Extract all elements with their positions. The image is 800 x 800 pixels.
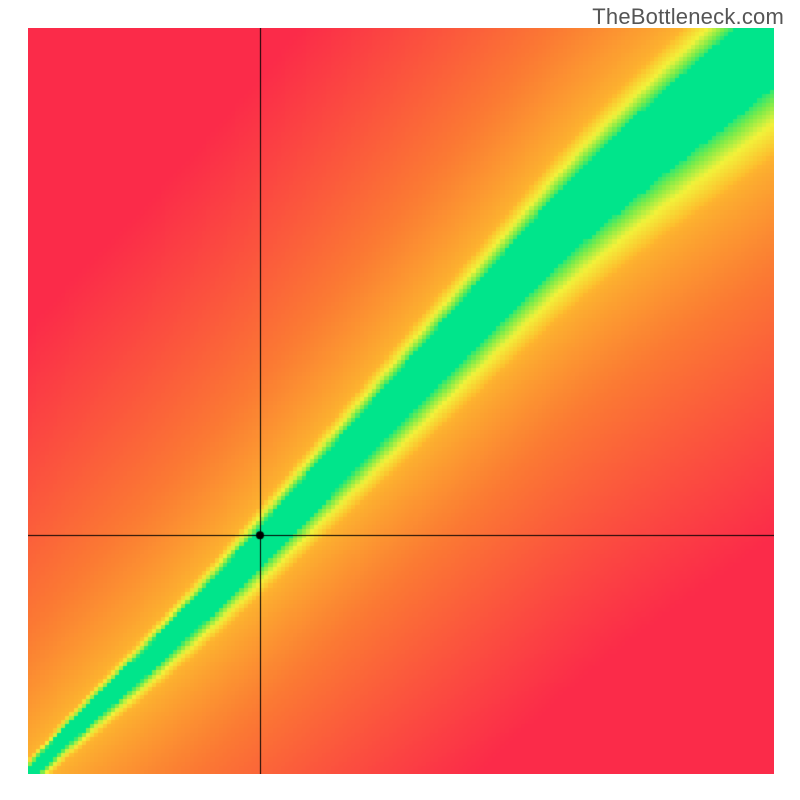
watermark-text: TheBottleneck.com <box>592 4 784 30</box>
bottleneck-heatmap <box>28 28 774 774</box>
